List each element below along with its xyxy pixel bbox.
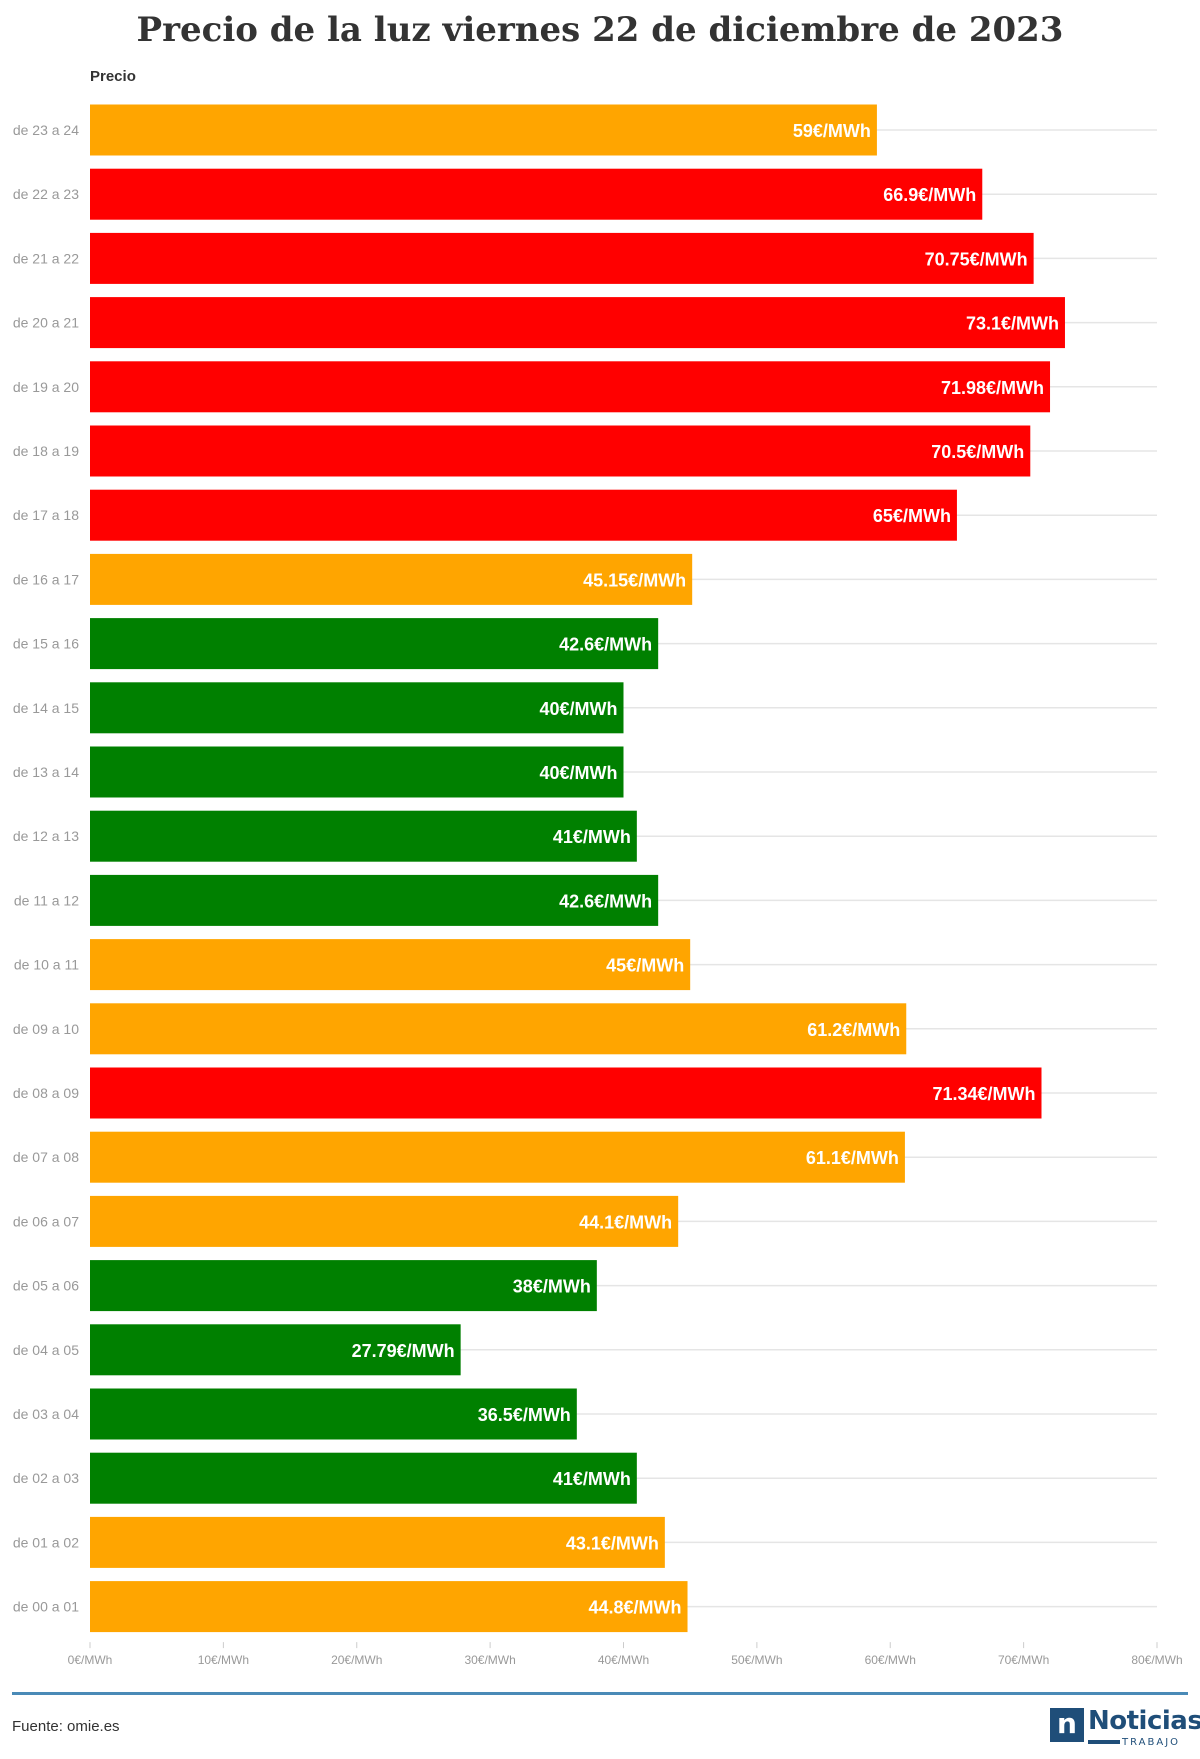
bar (90, 1195, 679, 1247)
bar (90, 1067, 1042, 1119)
category-label: de 21 a 22 (13, 250, 79, 266)
bar (90, 361, 1051, 413)
x-tick-label: 0€/MWh (68, 1653, 113, 1667)
value-label: 45.15€/MWh (583, 570, 686, 590)
bar (90, 104, 877, 156)
value-label: 70.5€/MWh (931, 442, 1024, 462)
category-label: de 10 a 11 (14, 957, 79, 973)
x-tick-label: 50€/MWh (731, 1653, 782, 1667)
value-label: 40€/MWh (539, 763, 617, 783)
value-label: 38€/MWh (513, 1277, 591, 1297)
series-label: Precio (90, 68, 136, 85)
category-label: de 13 a 14 (13, 764, 79, 780)
bar (90, 939, 691, 991)
bar (90, 1388, 577, 1440)
value-label: 40€/MWh (539, 699, 617, 719)
bar (90, 746, 624, 798)
category-label: de 15 a 16 (13, 636, 79, 652)
value-label: 36.5€/MWh (478, 1405, 571, 1425)
value-label: 41€/MWh (553, 827, 631, 847)
category-label: de 06 a 07 (13, 1213, 79, 1229)
value-label: 71.98€/MWh (941, 378, 1044, 398)
category-label: de 17 a 18 (13, 507, 79, 523)
category-label: de 11 a 12 (14, 892, 79, 908)
footer-divider (12, 1692, 1188, 1695)
category-label: de 07 a 08 (13, 1149, 79, 1165)
value-label: 41€/MWh (553, 1469, 631, 1489)
category-label: de 20 a 21 (13, 315, 79, 331)
source-note: Fuente: omie.es (12, 1718, 120, 1735)
bar (90, 1516, 665, 1568)
category-label: de 08 a 09 (13, 1085, 79, 1101)
x-tick-label: 80€/MWh (1131, 1653, 1182, 1667)
bar (90, 810, 637, 862)
x-tick-label: 30€/MWh (464, 1653, 515, 1667)
bar (90, 168, 983, 220)
x-tick-label: 70€/MWh (998, 1653, 1049, 1667)
category-label: de 12 a 13 (13, 828, 79, 844)
value-label: 70.75€/MWh (925, 249, 1028, 269)
category-label: de 01 a 02 (13, 1534, 79, 1550)
category-label: de 02 a 03 (13, 1470, 79, 1486)
x-tick-label: 60€/MWh (865, 1653, 916, 1667)
logo-wordmark: Noticias (1088, 1706, 1200, 1736)
bar (90, 682, 624, 734)
logo-subtitle: TRABAJO (1122, 1737, 1181, 1748)
bar (90, 553, 693, 605)
category-label: de 03 a 04 (13, 1406, 79, 1422)
bar (90, 1324, 461, 1376)
category-label: de 09 a 10 (13, 1021, 79, 1037)
value-label: 44.8€/MWh (588, 1598, 681, 1618)
category-label: de 22 a 23 (13, 186, 79, 202)
category-label: de 23 a 24 (13, 122, 79, 138)
bar (90, 618, 659, 670)
category-label: de 19 a 20 (13, 379, 79, 395)
bar (90, 489, 957, 541)
bar (90, 874, 659, 926)
value-label: 44.1€/MWh (579, 1212, 672, 1232)
bar (90, 1003, 907, 1055)
value-label: 42.6€/MWh (559, 891, 652, 911)
value-label: 42.6€/MWh (559, 635, 652, 655)
category-label: de 16 a 17 (13, 571, 79, 587)
category-label: de 18 a 19 (13, 443, 79, 459)
category-label: de 04 a 05 (13, 1342, 79, 1358)
chart-title: Precio de la luz viernes 22 de diciembre… (136, 10, 1064, 50)
bar (90, 232, 1034, 284)
logo-underline (1088, 1740, 1120, 1744)
value-label: 45€/MWh (606, 956, 684, 976)
value-label: 65€/MWh (873, 506, 951, 526)
x-tick-label: 20€/MWh (331, 1653, 382, 1667)
bar (90, 1131, 905, 1183)
value-label: 43.1€/MWh (566, 1533, 659, 1553)
value-label: 59€/MWh (793, 121, 871, 141)
value-label: 27.79€/MWh (352, 1341, 455, 1361)
bar (90, 1452, 637, 1504)
category-label: de 00 a 01 (13, 1599, 79, 1615)
value-label: 73.1€/MWh (966, 314, 1059, 334)
value-label: 61.2€/MWh (807, 1020, 900, 1040)
bar (90, 425, 1031, 477)
noticias-trabajo-logo: n Noticias TRABAJO (1050, 1706, 1200, 1748)
value-label: 66.9€/MWh (883, 185, 976, 205)
bar (90, 297, 1065, 349)
logo-mark: n (1050, 1708, 1084, 1742)
bar-chart: de 23 a 24 59€/MWh de 22 a 23 66.9€/MWh de 2… (13, 104, 1183, 1667)
category-label: de 05 a 06 (13, 1278, 79, 1294)
x-tick-label: 10€/MWh (198, 1653, 249, 1667)
bar (90, 1260, 597, 1312)
x-tick-label: 40€/MWh (598, 1653, 649, 1667)
value-label: 71.34€/MWh (932, 1084, 1035, 1104)
category-label: de 14 a 15 (13, 700, 79, 716)
bar (90, 1581, 688, 1633)
value-label: 61.1€/MWh (806, 1148, 899, 1168)
